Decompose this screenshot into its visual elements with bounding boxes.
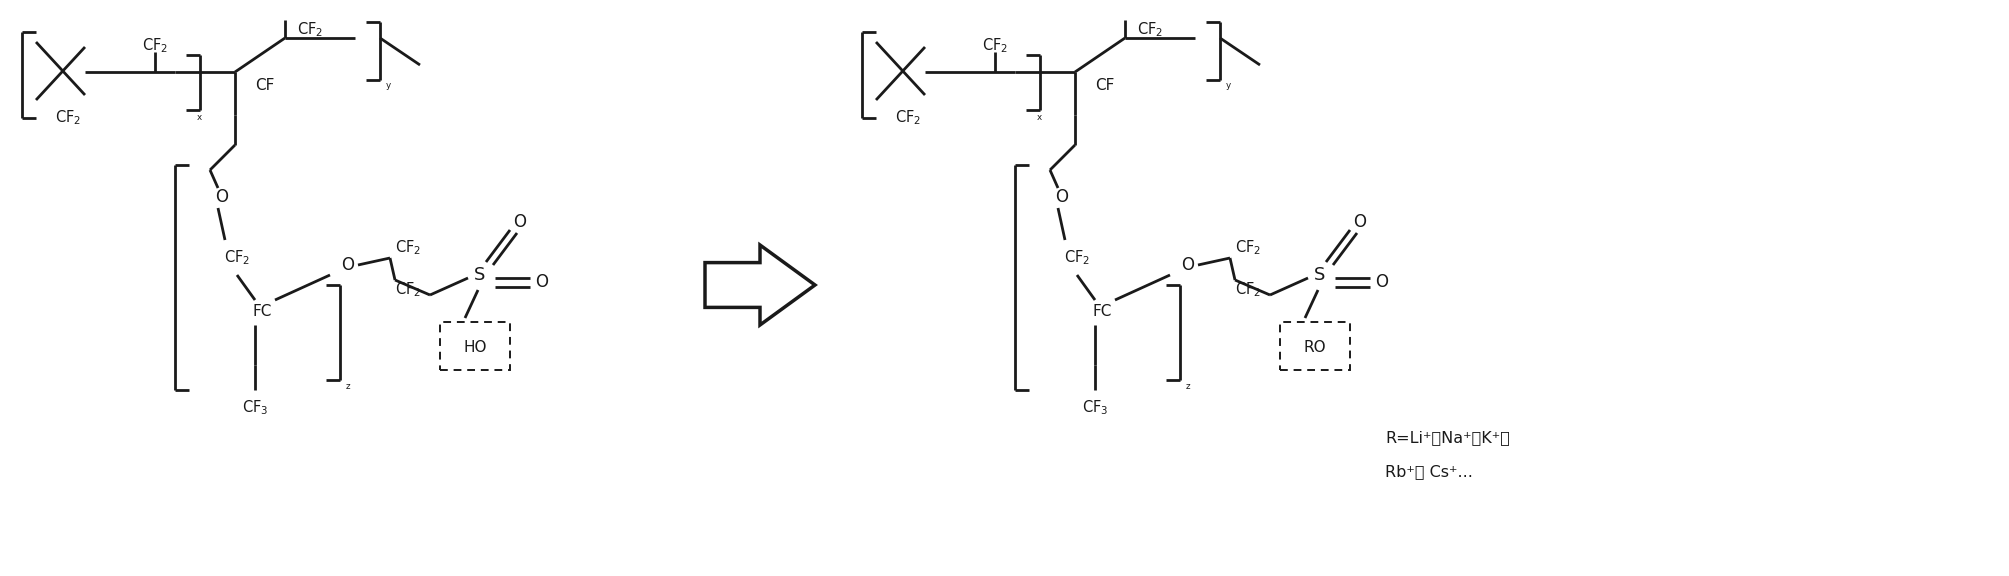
Text: O: O [1181,256,1195,274]
Bar [1280,322,1350,370]
Text: O: O [1376,273,1388,291]
Bar [440,322,510,370]
Text: RO: RO [1304,339,1326,354]
Text: $\mathregular{CF_2}$: $\mathregular{CF_2}$ [1236,281,1262,300]
Text: $\mathregular{CF_2}$: $\mathregular{CF_2}$ [396,238,422,257]
Text: CF: CF [1095,78,1115,93]
Text: HO: HO [464,339,486,354]
Text: $\mathregular{CF_2}$: $\mathregular{CF_2}$ [1065,249,1091,267]
Text: $\mathregular{CF_2}$: $\mathregular{CF_2}$ [894,109,920,127]
Text: $\mathregular{CF_2}$: $\mathregular{CF_2}$ [982,37,1009,55]
Text: O: O [342,256,354,274]
Text: $\mathregular{CF_3}$: $\mathregular{CF_3}$ [1081,399,1109,418]
Text: O: O [536,273,548,291]
Text: O: O [1055,188,1069,206]
Polygon shape [705,245,816,325]
Text: O: O [215,188,229,206]
Text: $\mathregular{CF_3}$: $\mathregular{CF_3}$ [241,399,269,418]
Text: $\mathregular{CF_2}$: $\mathregular{CF_2}$ [54,109,80,127]
Text: $\mathregular{CF_2}$: $\mathregular{CF_2}$ [223,249,249,267]
Text: $\mathregular{_x}$: $\mathregular{_x}$ [197,109,203,123]
Text: $\mathregular{CF_2}$: $\mathregular{CF_2}$ [1236,238,1262,257]
Text: $\mathregular{CF_2}$: $\mathregular{CF_2}$ [1137,21,1163,39]
Text: FC: FC [253,305,271,320]
Text: $\mathregular{_y}$: $\mathregular{_y}$ [386,79,392,93]
Text: $\mathregular{_y}$: $\mathregular{_y}$ [1225,79,1232,93]
Text: Rb⁺、 Cs⁺...: Rb⁺、 Cs⁺... [1384,464,1473,479]
Text: FC: FC [1093,305,1111,320]
Text: S: S [1314,266,1326,284]
Text: R=Li⁺、Na⁺、K⁺、: R=Li⁺、Na⁺、K⁺、 [1384,430,1511,445]
Text: CF: CF [255,78,275,93]
Text: S: S [474,266,486,284]
Text: O: O [514,213,526,231]
Text: O: O [1354,213,1366,231]
Text: $\mathregular{CF_2}$: $\mathregular{CF_2}$ [297,21,323,39]
Text: $\mathregular{CF_2}$: $\mathregular{CF_2}$ [143,37,169,55]
Text: $\mathregular{_z}$: $\mathregular{_z}$ [1185,380,1191,392]
Text: $\mathregular{CF_2}$: $\mathregular{CF_2}$ [396,281,422,300]
Text: $\mathregular{_z}$: $\mathregular{_z}$ [346,380,352,392]
Text: $\mathregular{_x}$: $\mathregular{_x}$ [1037,109,1043,123]
